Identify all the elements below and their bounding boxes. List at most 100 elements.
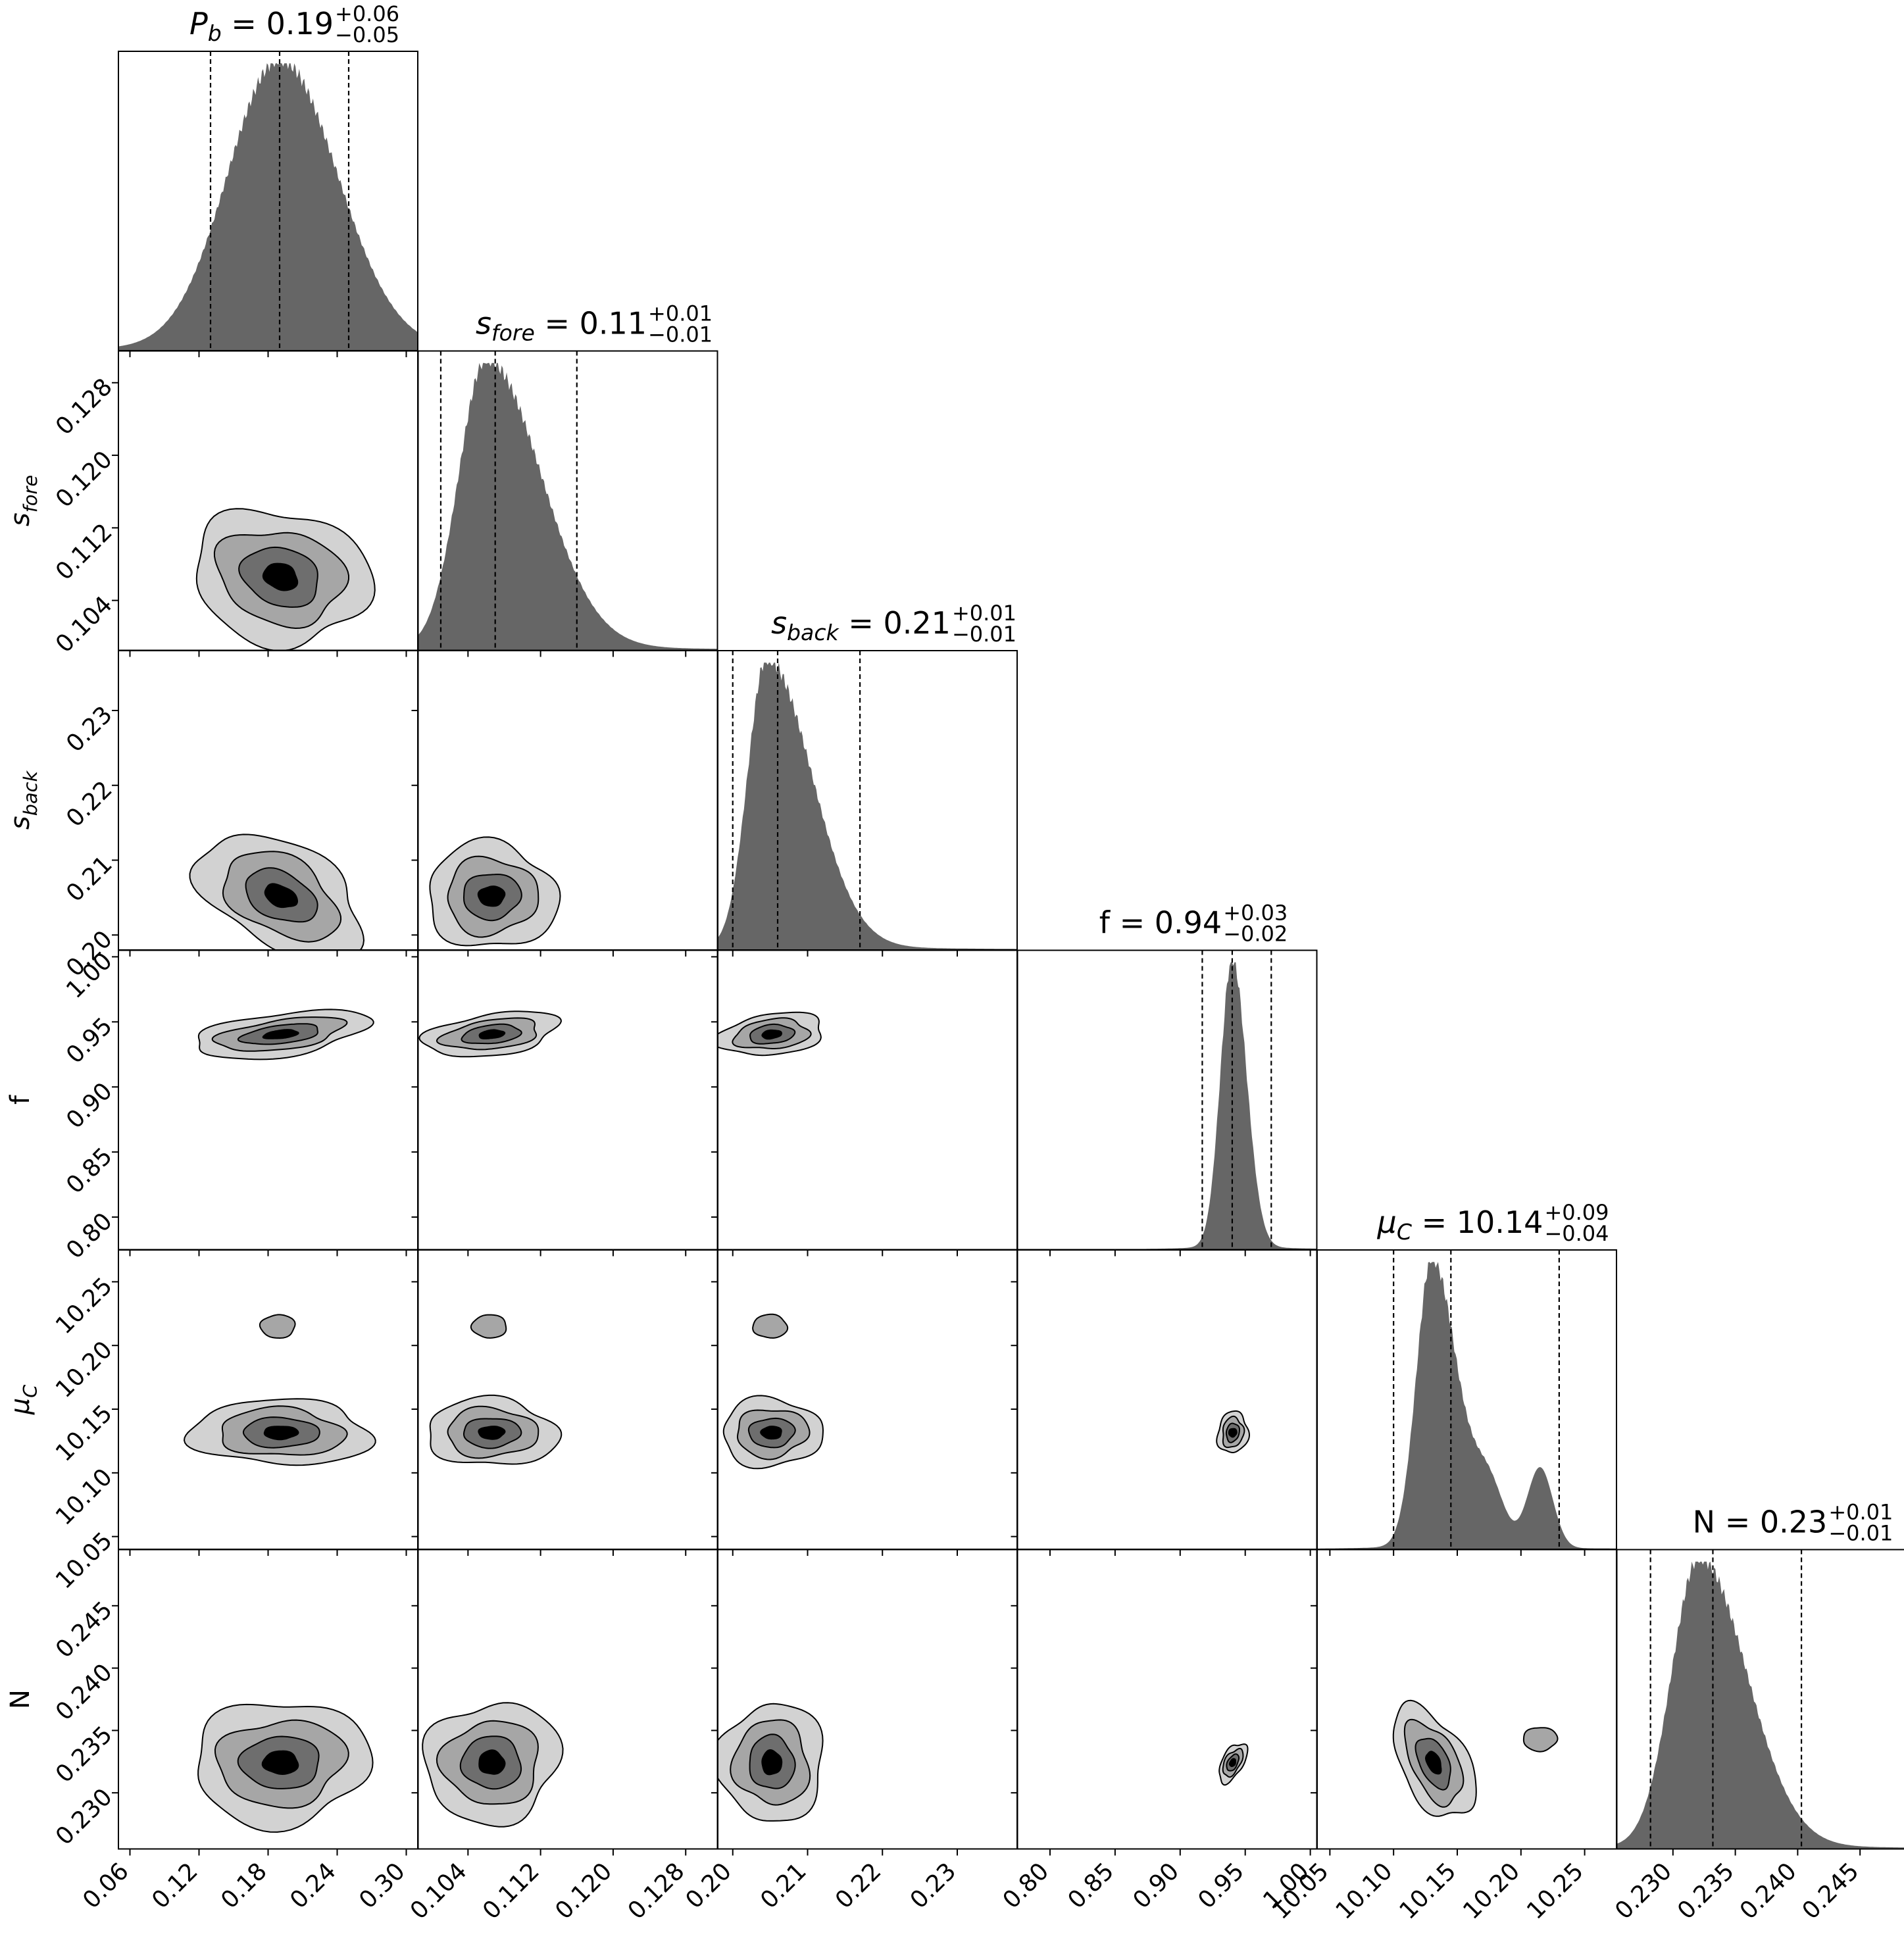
contour-panel-f-vs-muC (1011, 1249, 1318, 1556)
x-tick-label: 0.104 (405, 1858, 472, 1925)
y-tick-label: 0.95 (61, 1012, 118, 1069)
y-tick-label: 0.128 (51, 374, 118, 441)
histogram-fill (1616, 1561, 1904, 1849)
axes-frame (717, 949, 1018, 1251)
contour-panel-sfore-vs-muC (411, 1249, 718, 1556)
x-tick-label: 0.240 (1735, 1858, 1802, 1925)
axes-frame (1616, 1549, 1904, 1850)
x-tick-label: 0.120 (550, 1858, 617, 1925)
histogram-sfore (417, 350, 718, 657)
contour-level-4 (1228, 1758, 1236, 1767)
contour-secondary-mode (1522, 1727, 1559, 1753)
panel-title-N: N = 0.23 (1693, 1505, 1828, 1540)
y-tick-label: 10.05 (51, 1527, 118, 1594)
contour-panel-sfore-vs-sback (411, 650, 718, 957)
axes-frame (1016, 1549, 1318, 1850)
panel-title-minus: −0.05 (335, 22, 399, 47)
contour-panel-sback-vs-f (711, 949, 1018, 1257)
contour-level-4 (478, 1749, 506, 1775)
x-tick-label: 0.90 (1128, 1858, 1184, 1914)
axes-frame (1016, 1249, 1318, 1550)
y-tick-label: 0.230 (51, 1783, 118, 1851)
panel-title-sback: sback = 0.21 (771, 605, 951, 645)
contour-level-4 (263, 1426, 299, 1441)
axes-frame (417, 949, 718, 1251)
x-tick-label: 10.25 (1522, 1858, 1589, 1925)
x-tick-label: 0.245 (1797, 1858, 1865, 1925)
panel-title-muC: μC = 10.14 (1377, 1205, 1543, 1245)
y-tick-label: 0.80 (61, 1208, 118, 1264)
panel-title-minus: −0.01 (648, 322, 713, 347)
histogram-muC (1316, 1249, 1617, 1556)
x-tick-label: 10.15 (1394, 1858, 1461, 1925)
y-tick-label: 0.85 (61, 1143, 118, 1199)
contour-level-4 (477, 885, 506, 907)
x-tick-label: 0.30 (354, 1858, 411, 1914)
contour-level-4 (1228, 1428, 1238, 1438)
x-tick-label: 0.22 (830, 1858, 887, 1914)
x-tick-label: 0.112 (478, 1858, 545, 1925)
panel-title-plus: +0.06 (335, 1, 399, 26)
panel-title-f: f = 0.94 (1099, 905, 1222, 941)
panel-title-plus: +0.01 (648, 301, 713, 326)
y-tick-label: 10.15 (51, 1400, 118, 1467)
contour-panel-Pb-vs-sback: 0.200.210.220.23 (61, 650, 418, 982)
y-tick-label: 0.22 (61, 776, 118, 833)
y-tick-label: 0.112 (51, 518, 118, 586)
x-tick-label: 0.235 (1672, 1858, 1740, 1925)
contour-secondary-mode (752, 1313, 789, 1339)
x-tick-label: 10.20 (1458, 1858, 1525, 1925)
panel-title-minus: −0.04 (1544, 1221, 1609, 1246)
histogram-fill (718, 662, 1017, 950)
y-tick-label: 10.20 (51, 1336, 118, 1403)
contour-panel-sback-vs-N: 0.20 0.21 0.22 0.23 (680, 1549, 1018, 1914)
histogram-Pb (118, 51, 418, 357)
x-tick-label: 0.85 (1063, 1858, 1120, 1914)
x-tick-label: 0.12 (147, 1858, 203, 1914)
x-tick-label: 0.21 (755, 1858, 812, 1914)
y-tick-label: 0.240 (51, 1658, 118, 1726)
y-axis-label-N: N (5, 1689, 36, 1709)
y-tick-label: 10.25 (51, 1272, 118, 1339)
axes-frame (118, 949, 418, 1251)
axes-frame (118, 1249, 418, 1550)
panel-title-sfore: sfore = 0.11 (476, 306, 647, 346)
contour-level-4 (261, 1750, 299, 1776)
contour-panel-sback-vs-muC (711, 1249, 1018, 1556)
y-tick-label: 0.120 (51, 446, 118, 513)
contour-level-4 (264, 883, 298, 909)
x-tick-label: 0.24 (285, 1858, 341, 1914)
y-tick-label: 0.90 (61, 1078, 118, 1134)
x-tick-label: 0.128 (623, 1858, 690, 1925)
contour-level-4 (478, 1029, 506, 1039)
y-tick-label: 0.245 (51, 1597, 118, 1664)
contour-secondary-mode (470, 1314, 507, 1339)
x-tick-label: 0.20 (680, 1858, 737, 1914)
y-tick-label: 0.104 (51, 591, 118, 659)
histogram-fill (1017, 962, 1317, 1250)
y-axis-label-sback: sback (5, 770, 41, 830)
contour-panel-f-vs-N: 0.80 0.85 0.90 0.95 1.00 (998, 1549, 1318, 1914)
x-tick-label: 0.80 (998, 1858, 1055, 1914)
x-tick-label: 0.18 (216, 1858, 272, 1914)
x-tick-label: 0.95 (1193, 1858, 1249, 1914)
x-tick-label: 0.23 (905, 1858, 962, 1914)
contour-level-4 (761, 1749, 783, 1776)
contour-level-4 (478, 1426, 506, 1440)
x-tick-label: 10.10 (1331, 1858, 1398, 1925)
contour-level-4 (262, 562, 299, 591)
y-tick-label: 0.21 (61, 851, 118, 907)
panel-title-plus: +0.09 (1544, 1200, 1609, 1225)
panel-title-Pb: Pb = 0.19 (189, 6, 334, 46)
contour-panel-sfore-vs-f (411, 949, 718, 1257)
panel-title-minus: −0.01 (1828, 1521, 1893, 1546)
panel-title-plus: +0.01 (1828, 1500, 1893, 1525)
histogram-f (1016, 949, 1318, 1257)
contour-level-4 (761, 1029, 783, 1040)
contour-level-4 (760, 1426, 782, 1440)
